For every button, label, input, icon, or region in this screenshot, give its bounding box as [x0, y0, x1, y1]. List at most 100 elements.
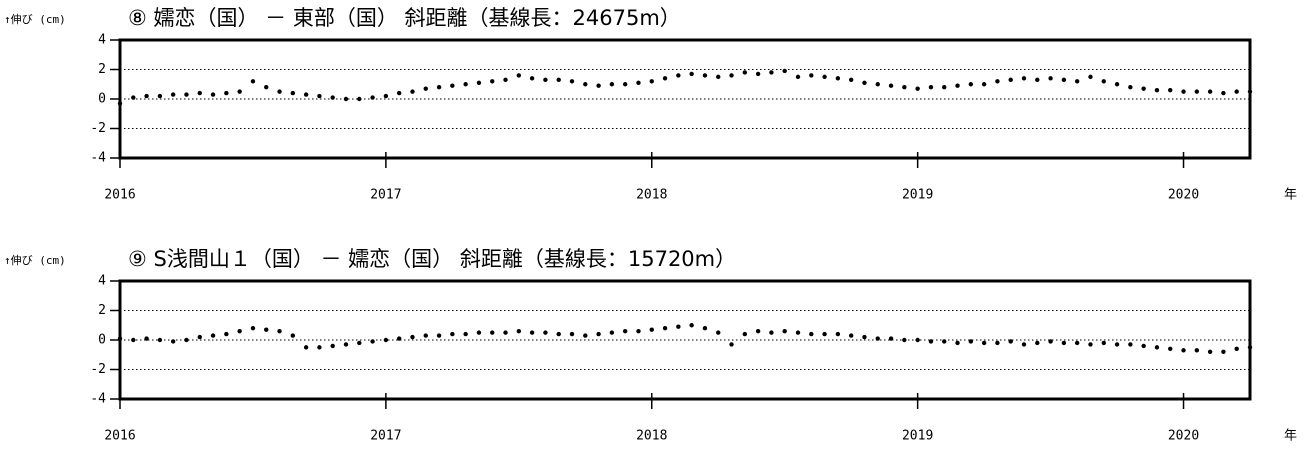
data-point	[928, 339, 934, 344]
x-tick-label: 2016	[104, 188, 135, 203]
data-point	[556, 331, 561, 337]
data-point	[1141, 343, 1146, 349]
data-point	[264, 327, 269, 332]
data-point	[556, 77, 561, 83]
data-point	[902, 337, 907, 343]
data-point	[357, 96, 362, 102]
data-point	[264, 85, 269, 90]
data-point	[1181, 348, 1186, 353]
data-point	[729, 73, 734, 78]
data-point	[1101, 79, 1106, 84]
data-point	[463, 82, 468, 87]
data-point	[809, 73, 814, 78]
data-point	[1128, 342, 1133, 347]
x-tick-label: 2016	[104, 429, 135, 444]
data-point	[170, 92, 176, 97]
data-point	[1101, 340, 1106, 346]
data-point	[862, 334, 867, 340]
x-tick-label: 2020	[1168, 429, 1199, 444]
data-point	[848, 77, 854, 83]
data-point	[1154, 87, 1160, 93]
data-point	[1207, 349, 1213, 354]
x-tick-label: 2019	[902, 429, 933, 444]
data-point	[1035, 340, 1040, 346]
data-point	[782, 68, 787, 74]
y-axis-label: ↑伸び (cm)	[4, 13, 66, 26]
x-unit: 年	[1284, 429, 1297, 444]
data-point	[622, 328, 628, 334]
data-point	[609, 82, 615, 87]
data-point	[503, 77, 508, 83]
data-point	[157, 93, 163, 99]
data-point	[1141, 86, 1146, 91]
data-point	[490, 79, 495, 84]
data-point	[370, 339, 375, 344]
data-point	[795, 330, 801, 335]
data-point	[330, 343, 335, 349]
data-point	[822, 331, 827, 337]
data-point	[383, 337, 389, 343]
data-point	[1154, 345, 1160, 350]
data-point	[596, 83, 601, 88]
data-point	[131, 95, 136, 100]
data-point	[450, 331, 455, 337]
data-point	[516, 73, 522, 78]
data-point	[144, 336, 149, 341]
data-point	[476, 80, 482, 85]
y-tick-label: -2	[90, 362, 106, 377]
y-tick-label: 4	[98, 274, 106, 289]
data-point	[1061, 340, 1067, 346]
data-point	[716, 330, 721, 335]
data-point	[835, 76, 841, 81]
data-point	[955, 83, 960, 88]
data-point	[543, 77, 548, 83]
y-tick-label: -4	[90, 392, 106, 407]
data-point	[716, 74, 721, 80]
data-point	[210, 333, 216, 338]
data-point	[782, 328, 787, 334]
data-point	[1114, 82, 1120, 87]
data-point	[250, 79, 256, 84]
data-point	[1021, 342, 1027, 347]
data-point	[516, 328, 522, 334]
data-point	[476, 330, 482, 335]
data-point	[1181, 89, 1186, 94]
data-point	[1234, 346, 1239, 352]
data-point	[197, 90, 202, 96]
data-point	[1048, 339, 1053, 344]
data-point	[383, 93, 389, 99]
data-point	[317, 345, 322, 350]
data-point	[995, 79, 1000, 84]
data-point	[1194, 348, 1200, 353]
x-tick-label: 2017	[370, 188, 401, 203]
data-point	[436, 85, 442, 90]
data-point	[1114, 342, 1120, 347]
x-unit: 年	[1284, 188, 1297, 203]
y-tick-label: 2	[98, 62, 106, 77]
data-point	[862, 80, 867, 85]
data-point	[968, 339, 974, 344]
data-point	[1074, 79, 1080, 84]
data-point	[1008, 77, 1013, 83]
data-point	[662, 326, 668, 331]
data-point	[1168, 346, 1173, 352]
data-point	[237, 328, 242, 334]
x-tick-label: 2019	[902, 188, 933, 203]
data-point	[1008, 339, 1013, 344]
x-tick-label: 2018	[636, 188, 667, 203]
data-point	[636, 80, 641, 85]
data-point	[1061, 77, 1067, 83]
data-point	[303, 92, 309, 97]
data-point	[755, 328, 761, 334]
data-point	[649, 327, 654, 332]
data-point	[875, 82, 880, 87]
data-point	[157, 337, 163, 343]
data-point	[689, 323, 694, 328]
data-point	[569, 331, 575, 337]
data-point	[290, 90, 296, 96]
chart-title: ⑨ S浅間山１（国） － 嬬恋（国） 斜距離（基線長：15720m）	[128, 247, 736, 271]
plot-frame	[118, 38, 1252, 160]
data-point	[330, 95, 335, 100]
data-point	[902, 85, 907, 90]
data-point	[144, 93, 149, 99]
